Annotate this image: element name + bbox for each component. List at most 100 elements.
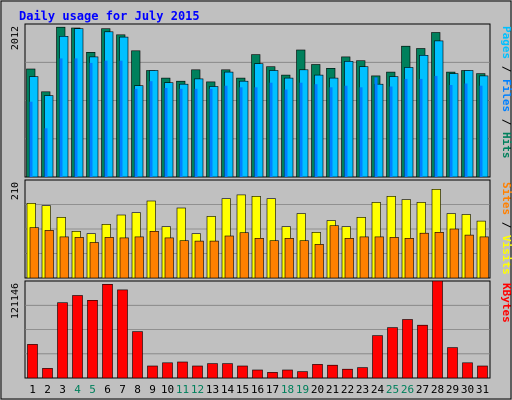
bar-sites [74,237,84,279]
bar-sites [344,238,354,279]
legend-sites: Sites [500,182,512,215]
bar-sites [329,225,339,279]
bar-sites [104,237,114,279]
bar-files [104,60,108,178]
bar-files [44,128,48,177]
x-tick-label: 15 [236,383,249,396]
x-tick-label: 24 [371,383,385,396]
x-tick-label: 19 [296,383,309,396]
bar-sites [164,237,174,279]
bar-kbytes [207,363,218,379]
bar-sites [359,236,369,279]
bar-sites [134,236,144,279]
bar-files [164,88,168,177]
bar-kbytes [312,364,323,379]
bar-sites [284,238,294,279]
x-tick-label: 12 [191,383,204,396]
bar-sites [224,235,234,279]
bar-files [74,58,78,177]
bar-kbytes [102,283,113,379]
panel-legend: Pages / Files / Hits [500,26,512,159]
bar-kbytes [42,368,53,379]
bar-kbytes [462,362,473,379]
x-tick-label: 17 [266,383,279,396]
x-tick-label: 21 [326,383,339,396]
x-tick-label: 3 [59,383,66,396]
x-tick-label: 10 [161,383,174,396]
x-tick-label: 11 [176,383,189,396]
bar-kbytes [327,364,338,379]
bar-kbytes [192,365,203,379]
bar-files [464,83,468,177]
bar-kbytes [222,363,233,379]
bar-sites [119,237,129,279]
bar-kbytes [357,367,368,379]
bar-files [89,62,93,177]
bar-kbytes [87,299,98,379]
bar-files [389,86,393,177]
x-tick-label: 7 [119,383,126,396]
bar-kbytes [162,362,173,379]
bar-sites [299,240,309,279]
bar-files [224,85,228,177]
bar-sites [479,236,489,279]
legend-hits: Hits [500,132,512,159]
legend-pages: Pages [500,26,512,59]
legend-kbytes: KBytes [500,283,512,323]
panel-kbytes: 121146 KBytes [10,280,512,379]
x-tick-label: 6 [104,383,111,396]
chart-panels: 2012 Pages / Files / Hits 210 Sites / Visit… [10,23,512,379]
bar-kbytes [132,331,143,379]
bar-files [449,85,453,177]
bar-sites [89,242,99,279]
bar-sites [179,240,189,279]
bar-kbytes [177,361,188,379]
bar-files [254,87,258,177]
x-tick-label: 23 [356,383,369,396]
bar-sites [269,240,279,279]
legend-text: Pages / Files / Hits [500,26,512,159]
bar-files [59,58,63,177]
bar-files [269,82,273,177]
x-tick-label: 27 [416,383,429,396]
bar-sites [254,238,264,279]
bar-kbytes [267,372,278,379]
bar-sites [374,236,384,279]
bar-files [419,78,423,177]
chart-title: Daily usage for July 2015 [19,9,200,23]
bar-sites [434,232,444,279]
bar-kbytes [372,335,383,379]
bar-files [119,60,123,178]
bar-sites [314,244,324,279]
bar-kbytes [282,369,293,379]
y-axis-max-label: 210 [10,182,21,200]
x-tick-label: 13 [206,383,219,396]
legend-text: Sites / Visits [500,182,512,275]
x-tick-label: 26 [401,383,414,396]
bar-files [284,89,288,177]
bar-sites [59,236,69,279]
bar-sites [404,238,414,279]
legend-separator: / [500,215,512,235]
x-tick-label: 1 [29,383,36,396]
bar-sites [449,228,459,279]
bar-files [434,75,438,177]
bar-files [344,85,348,177]
bar-kbytes [117,289,128,379]
bar-files [29,101,33,177]
bar-kbytes [387,327,398,379]
x-tick-label: 25 [386,383,399,396]
x-tick-label: 29 [446,383,459,396]
bar-kbytes [342,368,353,379]
x-tick-label: 31 [476,383,489,396]
bar-sites [389,237,399,279]
panel-legend: KBytes [500,283,512,323]
bar-sites [239,232,249,279]
bar-files [194,88,198,177]
x-tick-label: 18 [281,383,294,396]
x-tick-label: 14 [221,383,235,396]
bar-files [329,87,333,177]
bar-kbytes [432,280,443,379]
